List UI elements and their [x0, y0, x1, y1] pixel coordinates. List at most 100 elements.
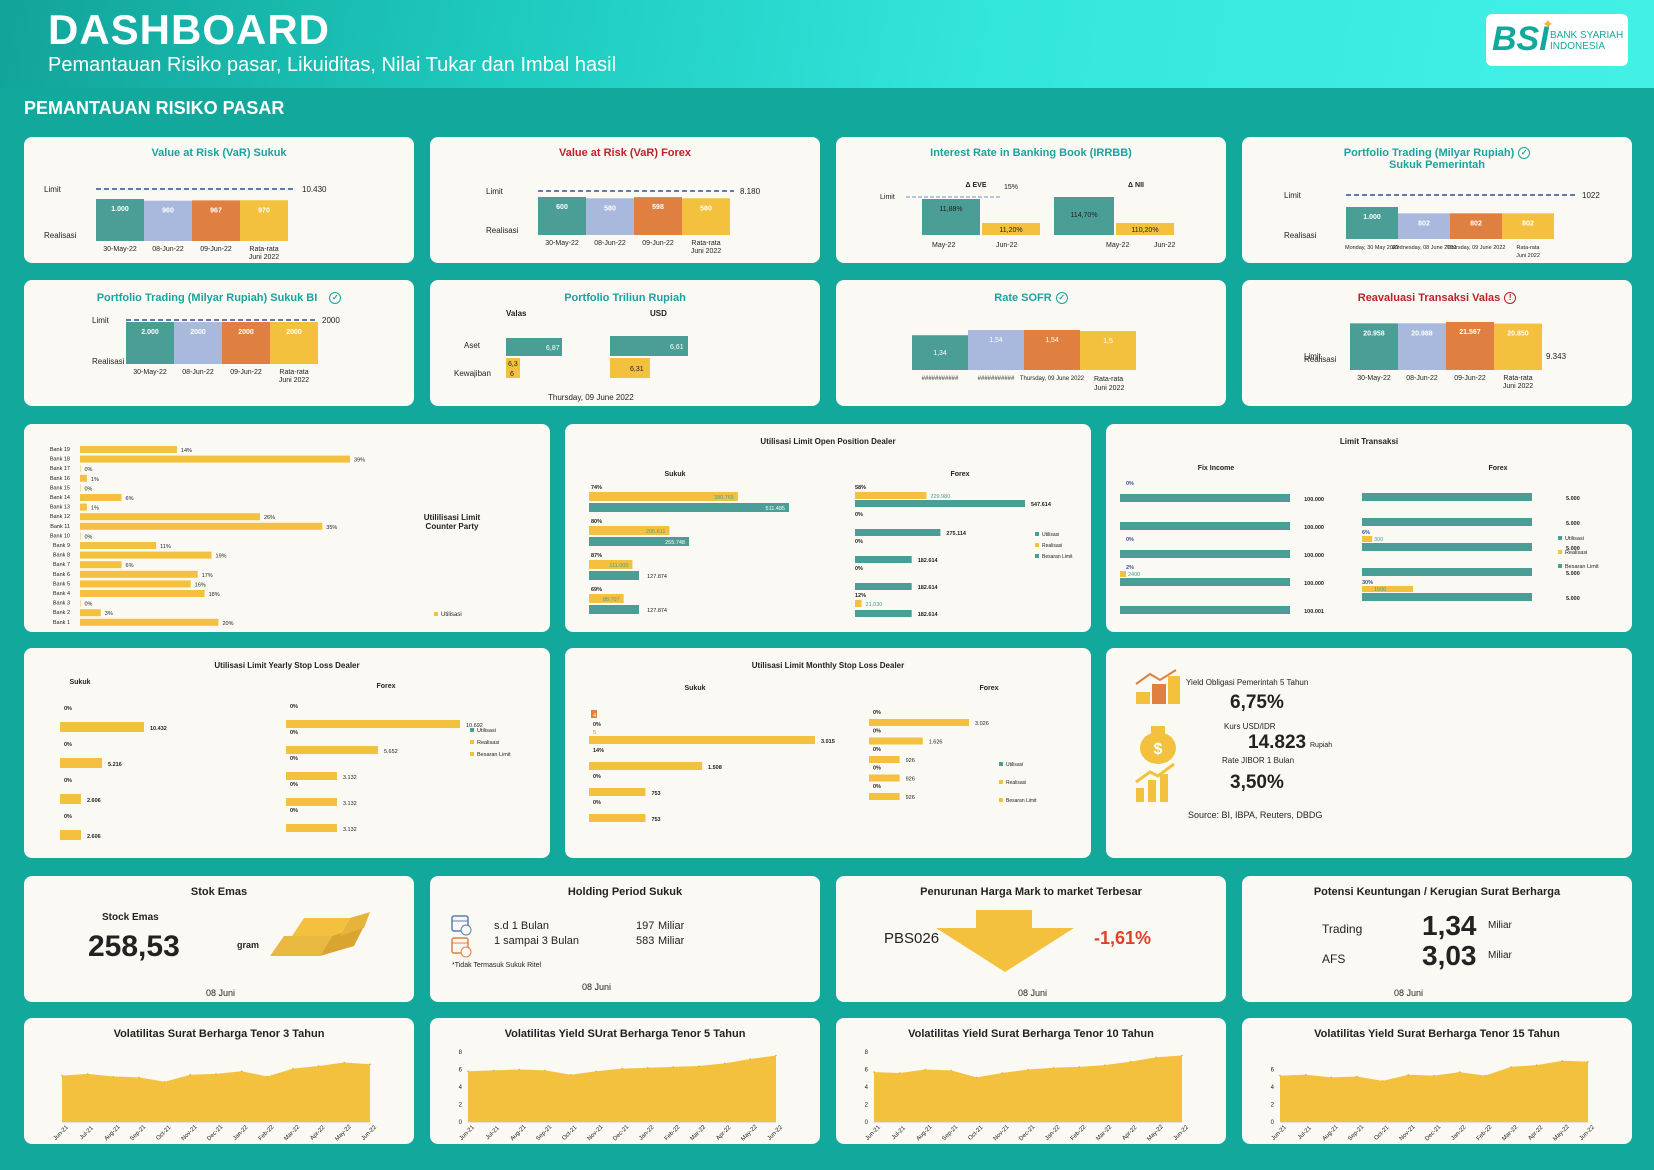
data-point: [1304, 1074, 1307, 1076]
svg-text:$: $: [1154, 741, 1163, 758]
bar-label: 960: [162, 208, 174, 215]
bank-label: Bank 7: [53, 562, 70, 568]
bar: [80, 599, 81, 607]
bar: [286, 746, 378, 754]
bar-label: 39%: [354, 458, 365, 464]
bar-label: 20.988: [1411, 330, 1433, 337]
y-tick-label: 8: [865, 1050, 869, 1056]
x-tick-label: 09-Jun-22: [1454, 375, 1486, 382]
legend-label: Besaran Limit: [477, 752, 511, 758]
bar: [589, 571, 640, 580]
bar-label: 17%: [202, 573, 213, 579]
bar: [1120, 522, 1290, 530]
card-title-text: Rate SOFR: [994, 292, 1052, 304]
bar: [610, 336, 688, 356]
card-holding-period: Holding Period Sukuk s.d 1 Bulan 197 Mil…: [430, 876, 820, 1002]
calendar-icons: [451, 915, 472, 958]
x-tick-label: Nov-21: [993, 1124, 1011, 1142]
data-point: [1027, 1068, 1029, 1071]
usd-label: USD: [650, 309, 667, 318]
bar-label: 6,61: [670, 344, 684, 351]
card-title-line-2: Sukuk Pemerintah: [1389, 159, 1485, 172]
bar: [855, 583, 912, 590]
trading-value: 1,34: [1422, 910, 1477, 941]
limit-value: 9.343: [1546, 352, 1567, 361]
data-point: [672, 1066, 675, 1068]
bar-label: 1.000: [1363, 214, 1381, 221]
x-tick-label: Rata-rata: [1094, 376, 1123, 383]
x-tick-label: Jun-22: [1579, 1124, 1597, 1142]
x-tick-label: Apr-22: [309, 1124, 326, 1141]
page-title: DASHBOARD: [48, 6, 330, 53]
bar: [589, 492, 738, 501]
aset-label: Aset: [464, 341, 481, 350]
pct-label: 74%: [591, 485, 602, 491]
bar: [912, 335, 968, 370]
yield-label: Yield Obligasi Pemerintah 5 Tahun: [1186, 678, 1309, 687]
bar-label: 6%: [126, 563, 134, 569]
x-tick-label: Juni 2022: [279, 377, 309, 384]
bar-label: 88.707: [603, 597, 620, 603]
realisasi-label: Realisasi: [1284, 231, 1317, 240]
card-portfolio-triliun: Portfolio Triliun Rupiah Valas USD Aset Kew…: [430, 280, 820, 406]
x-tick-label: 09-Jun-22: [200, 246, 232, 253]
data-point: [1078, 1066, 1081, 1068]
bank-label: Bank 6: [53, 572, 70, 578]
bar-label: 18%: [209, 592, 220, 598]
data-point: [1052, 1067, 1055, 1069]
bar: [922, 199, 980, 235]
bar-label: 1.508: [708, 765, 722, 771]
bar: [60, 794, 81, 804]
bar: [869, 774, 900, 782]
x-tick-label: Jun-21: [865, 1124, 883, 1142]
pct-label: 0%: [593, 774, 601, 780]
x-tick-label: Apr-22: [1121, 1124, 1138, 1141]
card-title: Limit Transaksi: [1339, 437, 1399, 446]
card-irrbb: Interest Rate in Banking Book (IRRBB) Δ …: [836, 137, 1226, 263]
sukuk-label: Sukuk: [684, 685, 705, 692]
data-point: [1561, 1060, 1564, 1062]
legend-swatch: [470, 728, 474, 732]
bar-label: 182.614: [918, 585, 939, 591]
bar: [1362, 586, 1413, 592]
x-tick-label: Juni 2022: [691, 248, 721, 255]
pct-label: 80%: [591, 519, 602, 525]
pct-label: 0%: [873, 710, 881, 716]
bar-label: 100.000: [1304, 553, 1324, 559]
x-tick-label: Wednesday, 08 June 2022: [1392, 245, 1457, 251]
x-tick-label: ###########: [978, 376, 1015, 382]
x-tick-label: Thursday, 09 June 2022: [1020, 376, 1085, 382]
card-volatility-10y: Volatilitas Yield Surat Berharga Tenor 1…: [836, 1018, 1226, 1144]
bar: [222, 322, 270, 364]
holding-unit-2: Miliar: [658, 935, 685, 947]
card-title-text: Reavaluasi Transaksi Valas: [1357, 292, 1501, 304]
bar-label: 1.000: [111, 206, 129, 213]
legend-swatch: [1035, 532, 1039, 536]
bar-label: 1,54: [1045, 337, 1059, 344]
data-point: [621, 1067, 623, 1070]
check-circle-icon: ✓: [329, 292, 342, 305]
card-indicators: $ Yield Obligasi Pemerintah 5 Tahun 6,75…: [1106, 648, 1632, 858]
bar-label: 926: [906, 758, 915, 764]
x-tick-label: Apr-22: [1527, 1124, 1544, 1141]
logo-mark: BSI: [1492, 20, 1549, 58]
bar: [855, 529, 941, 536]
bar-label: 275.114: [946, 531, 967, 537]
bar: [286, 824, 337, 832]
data-point: [492, 1069, 495, 1072]
bar-label: 14%: [181, 448, 192, 454]
limit-label: Limit: [880, 194, 895, 201]
bar-label: 2400: [1128, 572, 1140, 578]
yield-value: 6,75%: [1230, 692, 1284, 713]
legend-label: Realisasi: [1042, 543, 1062, 549]
chart-title: Utililisasi Limit: [424, 513, 481, 522]
alert-circle-icon: !: [1504, 292, 1517, 305]
data-point: [1104, 1064, 1106, 1066]
x-tick-label: Jul-21: [79, 1125, 95, 1141]
y-tick-label: 4: [459, 1085, 463, 1091]
data-point: [1279, 1074, 1281, 1077]
legend-swatch: [470, 752, 474, 756]
data-point: [1155, 1056, 1158, 1059]
bar-label: 1%: [91, 477, 99, 483]
x-tick-label: Oct-21: [155, 1124, 172, 1141]
